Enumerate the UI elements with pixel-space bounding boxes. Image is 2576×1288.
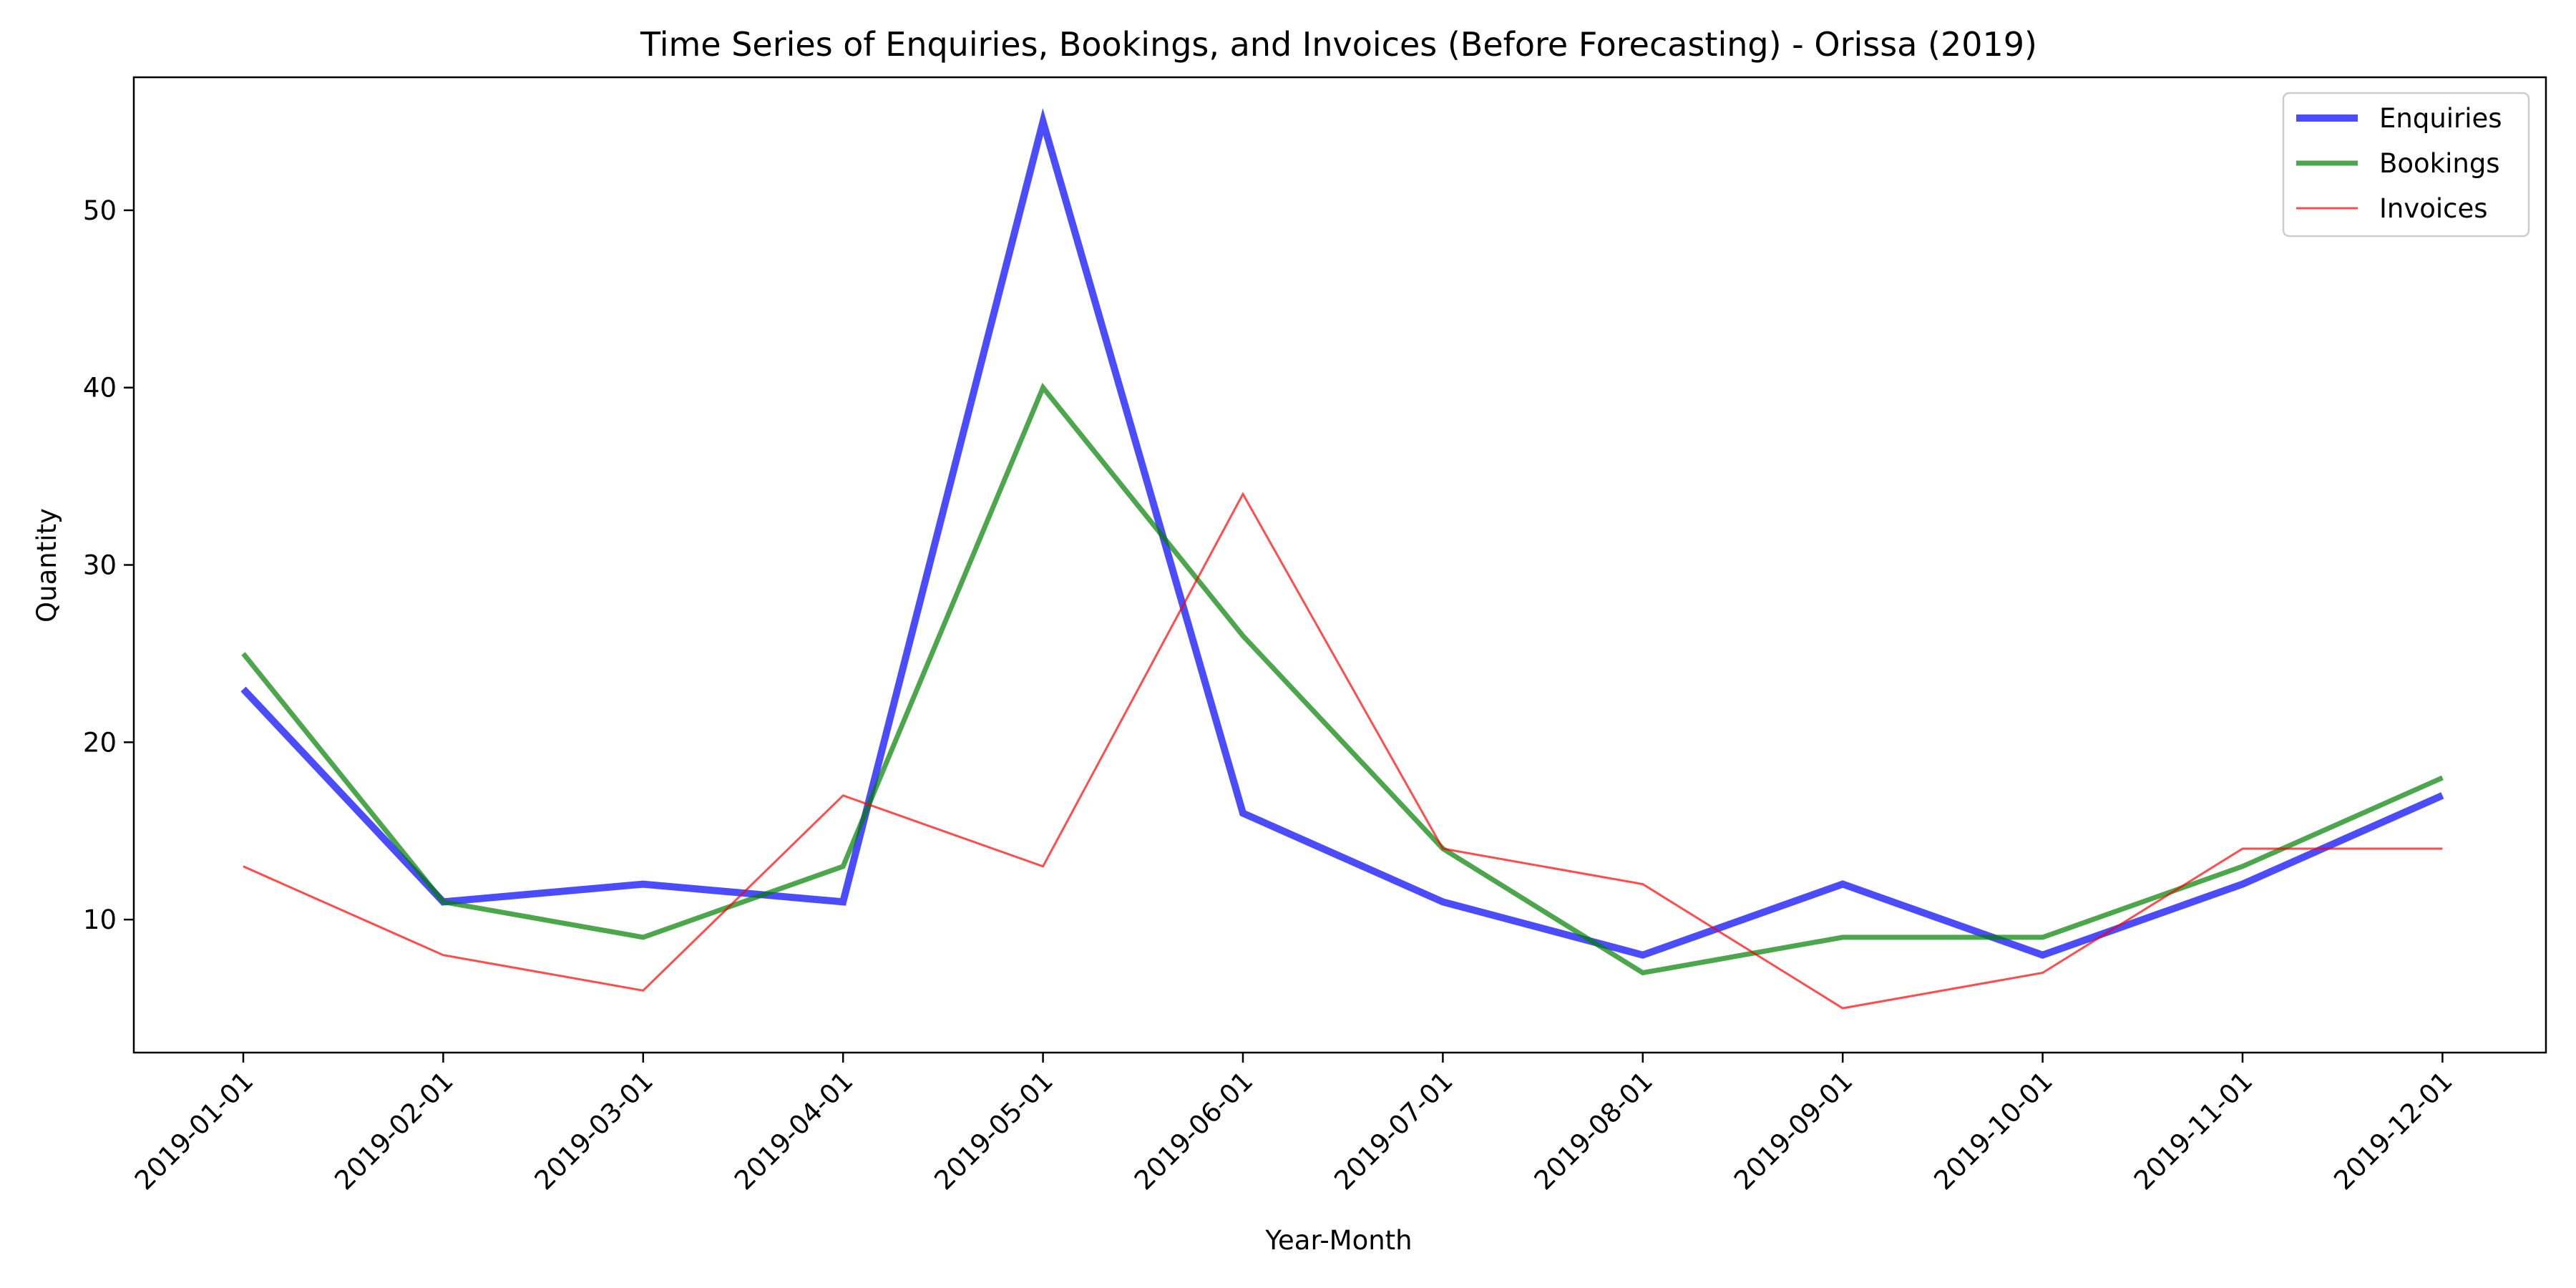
legend-label-enquiries: Enquiries [2379,103,2502,134]
legend-label-invoices: Invoices [2379,193,2488,224]
y-tick-label: 40 [83,373,117,404]
series-line-enquiries [240,107,2444,960]
series-line-invoices [243,492,2443,1010]
legend-label-bookings: Bookings [2379,148,2500,179]
series-layer [240,107,2444,1010]
y-axis: 10 20 30 40 50 [83,195,134,935]
x-axis-label: Year-Month [1264,1225,1412,1256]
y-tick-label: 10 [83,904,117,935]
y-tick-label: 50 [83,195,117,226]
y-axis-label: Quantity [31,508,62,623]
chart-title: Time Series of Enquiries, Bookings, and … [640,25,2037,64]
y-tick-label: 20 [83,727,117,758]
y-tick-label: 30 [83,550,117,581]
legend: Enquiries Bookings Invoices [2282,92,2530,238]
series-line-bookings [241,382,2444,976]
legend-box [2282,92,2530,238]
